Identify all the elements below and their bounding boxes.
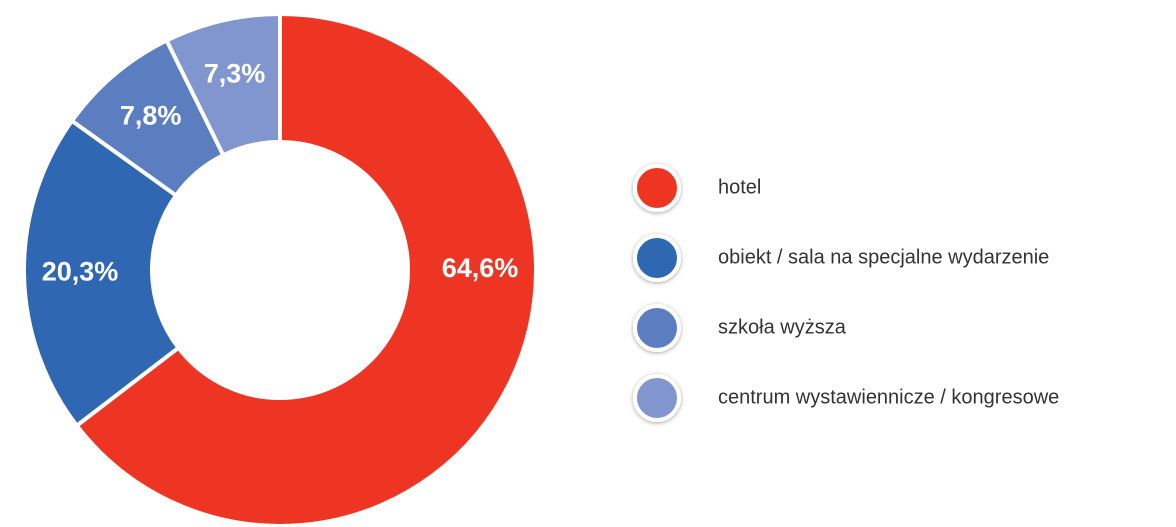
slice-label: 64,6%: [442, 253, 519, 283]
legend-swatch: [633, 374, 681, 422]
slice: [74, 12, 538, 527]
slice-label: 7,8%: [120, 101, 182, 131]
slice: [22, 118, 181, 428]
slice-label: 20,3%: [42, 256, 119, 286]
legend-label: hotel: [718, 176, 761, 198]
legend-swatch: [633, 234, 681, 282]
slice: [164, 12, 282, 158]
legend-swatch: [633, 304, 681, 352]
legend-swatch: [633, 164, 681, 212]
legend-label: szkoła wyższa: [718, 316, 847, 338]
legend-label: obiekt / sala na specjalne wydarzenie: [718, 246, 1049, 268]
slice-label: 7,3%: [204, 58, 266, 88]
legend-label: centrum wystawiennicze / kongresowe: [718, 386, 1059, 408]
